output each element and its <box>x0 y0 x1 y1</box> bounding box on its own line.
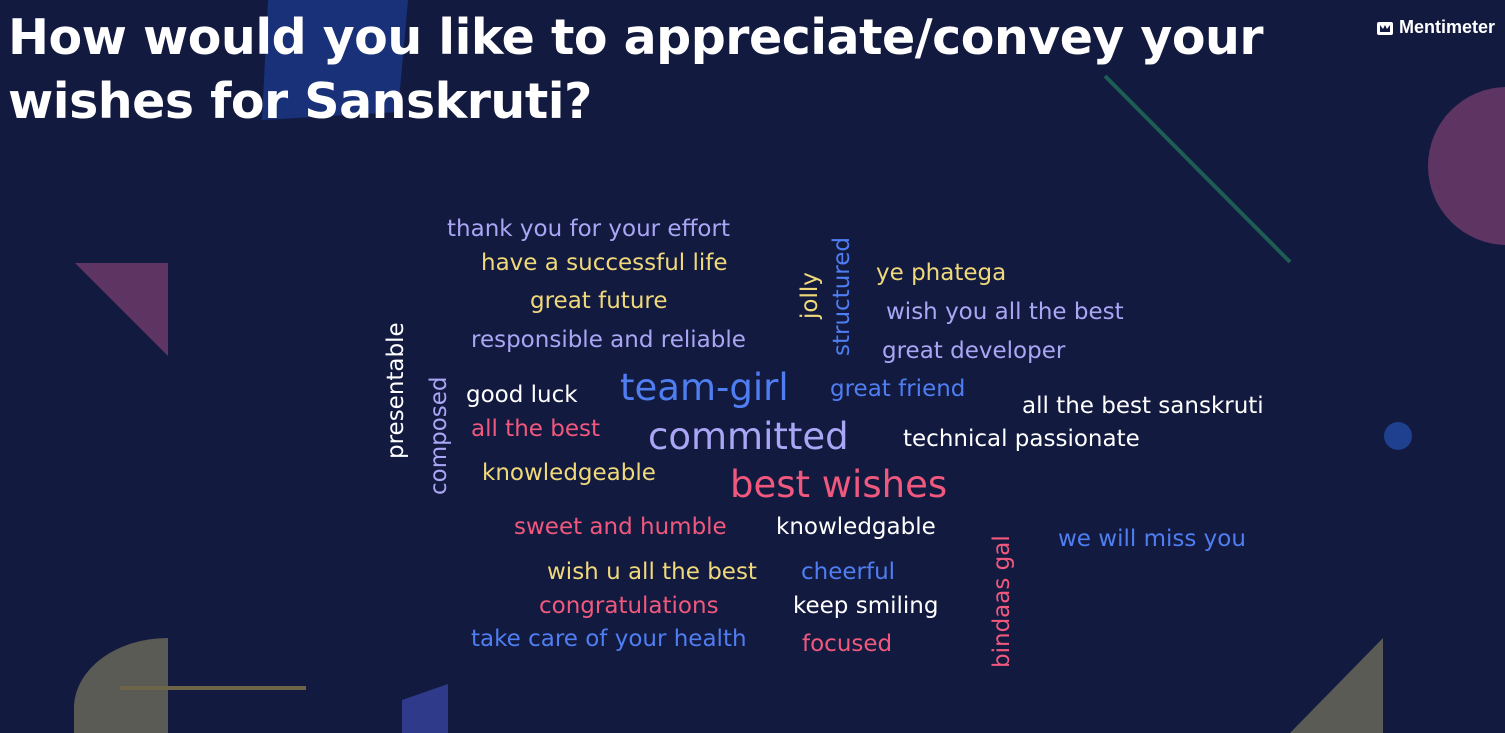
word-cloud-item: we will miss you <box>1058 526 1246 552</box>
word-cloud-item: sweet and humble <box>514 514 727 540</box>
word-cloud-item: have a successful life <box>481 250 728 276</box>
word-cloud-item: presentable <box>383 322 409 459</box>
word-cloud-item: composed <box>426 376 452 495</box>
word-cloud-item: jolly <box>797 272 823 319</box>
word-cloud-item: wish u all the best <box>547 559 757 585</box>
word-cloud-item: responsible and reliable <box>471 327 746 353</box>
word-cloud-item: technical passionate <box>903 426 1140 452</box>
word-cloud-item: great developer <box>882 338 1066 364</box>
word-cloud-item: knowledgable <box>776 514 936 540</box>
word-cloud-item: good luck <box>466 382 578 408</box>
word-cloud-item: great future <box>530 288 668 314</box>
word-cloud-item: thank you for your effort <box>447 216 730 242</box>
word-cloud-item: congratulations <box>539 593 719 619</box>
word-cloud-item: focused <box>802 631 893 657</box>
word-cloud-item: best wishes <box>730 463 948 506</box>
brand-name: Mentimeter <box>1398 17 1495 37</box>
word-cloud-item: all the best sanskruti <box>1022 393 1264 419</box>
word-cloud-item: wish you all the best <box>886 299 1124 325</box>
word-cloud-item: cheerful <box>801 559 896 585</box>
mentimeter-logo-icon <box>1376 21 1393 35</box>
word-cloud-item: knowledgeable <box>482 460 656 486</box>
word-cloud-item: structured <box>829 237 855 356</box>
word-cloud-item: ye phatega <box>876 260 1007 286</box>
word-cloud-item: bindaas gal <box>989 535 1015 668</box>
word-cloud-item: keep smiling <box>793 593 939 619</box>
word-cloud-item: all the best <box>471 416 600 442</box>
page-title: How would you like to appreciate/convey … <box>8 9 1264 130</box>
brand-logo: Mentimeter <box>1376 17 1495 38</box>
word-cloud-item: team-girl <box>620 366 789 409</box>
word-cloud-item: committed <box>648 415 849 458</box>
word-cloud-item: great friend <box>830 376 966 402</box>
word-cloud-item: take care of your health <box>471 626 747 652</box>
